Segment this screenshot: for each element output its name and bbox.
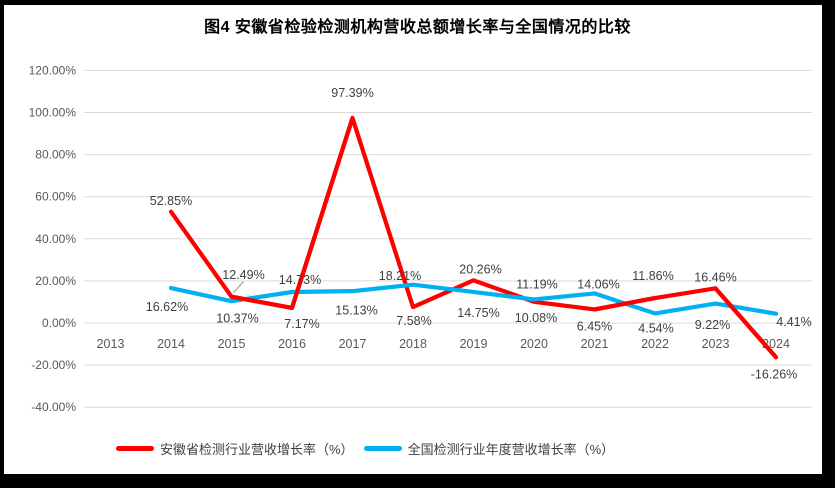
data-label-anhui: -16.26% [751,367,798,381]
data-label-anhui: 20.26% [459,263,501,277]
series-line-anhui-overlay-segment [289,115,355,311]
x-axis-tick-label: 2016 [278,337,306,351]
x-axis-tick-label: 2023 [702,337,730,351]
chart-legend: 安徽省检测行业营收增长率（%） 全国检测行业年度营收增长率（%） [116,439,614,458]
data-label-anhui: 11.86% [632,269,673,283]
series-line-anhui-overlay-segment [592,295,658,312]
data-label-national: 14.06% [577,278,619,292]
data-label-national: 18.21% [379,269,421,283]
legend-item-anhui: 安徽省检测行业营收增长率（%） [116,439,354,458]
series-line-anhui-overlay-segment [713,286,779,360]
data-label-national: 11.19% [516,278,557,292]
series-line-national [168,282,779,316]
x-axis-tick-label: 2015 [218,337,246,351]
y-axis-tick-label: 60.00% [35,190,76,204]
x-axis-tick-label: 2014 [157,337,185,351]
legend-label-anhui: 安徽省检测行业营收增长率（%） [160,442,354,457]
y-axis-tick-label: 80.00% [35,148,76,162]
y-axis-tick-label: 20.00% [35,274,76,288]
x-axis-tick-label: 2021 [581,337,609,351]
data-label-anhui: 7.17% [284,317,319,331]
x-axis-tick-label: 2017 [339,337,367,351]
y-axis-tick-label: 0.00% [42,316,76,330]
data-label-anhui: 12.49% [222,268,264,282]
data-label-anhui: 10.08% [515,311,557,325]
data-label-national: 16.62% [146,300,188,314]
legend-line-swatch-red [116,446,154,451]
data-label-anhui: 97.39% [331,86,373,100]
series-line-anhui-overlay-segment [229,294,295,311]
legend-line-swatch-blue [363,446,402,451]
data-label-national: 14.75% [457,306,499,320]
label-leader-line [233,281,244,294]
y-axis-tick-label: 120.00% [29,63,77,77]
legend-item-national: 全国检测行业年度营收增长率（%） [363,439,615,458]
x-axis-tick-label: 2013 [97,337,125,351]
y-axis-tick-label: 100.00% [29,106,77,120]
data-label-national: 14.73% [279,273,321,287]
y-axis-tick-label: -40.00% [31,400,76,414]
data-label-national: 10.37% [216,311,258,325]
data-label-anhui: 6.45% [577,320,612,334]
data-label-national: 4.41% [776,315,811,329]
legend-label-national: 全国检测行业年度营收增长率（%） [407,442,615,457]
y-axis-tick-label: 40.00% [35,232,76,246]
x-axis-tick-label: 2018 [399,337,427,351]
data-label-anhui: 16.46% [694,271,736,285]
data-label-anhui: 7.58% [396,314,431,328]
data-label-national: 4.54% [638,322,673,336]
x-axis-tick-label: 2019 [460,337,488,351]
data-label-national: 15.13% [335,303,377,317]
series-line-anhui [168,115,779,360]
x-axis-tick-label: 2020 [520,337,548,351]
data-label-national: 9.22% [695,318,730,332]
data-label-anhui: 52.85% [150,194,192,208]
x-axis-tick-label: 2022 [641,337,669,351]
y-axis-tick-label: -20.00% [31,358,76,372]
chart-title: 图4 安徽省检验检测机构营收总额增长率与全国情况的比较 [204,19,631,36]
